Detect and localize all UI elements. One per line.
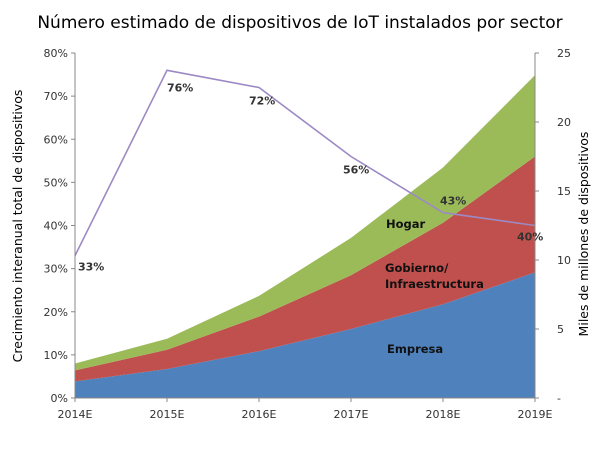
y-right-tick-label: 15	[557, 185, 571, 198]
stacked-areas	[75, 75, 535, 398]
axes: 0% 10% 20% 30% 40% 50% 60% 70% 80% - 5 10 15 20 25 2014…	[44, 47, 571, 421]
x-tick-label: 2015E	[150, 408, 185, 421]
growth-line-layer	[74, 69, 536, 257]
growth-point-label: 56%	[343, 164, 369, 177]
x-tick-label: 2014E	[58, 408, 93, 421]
y-left-axis-label: Crecimiento interanual total de disposit…	[10, 90, 25, 363]
y-left-tick-label: 0%	[51, 392, 68, 405]
y-left-tick-label: 60%	[44, 133, 68, 146]
area-label-hogar: Hogar	[386, 217, 426, 231]
growth-point-label: 72%	[249, 95, 275, 108]
area-label-infraestructura: Infraestructura	[385, 277, 484, 291]
growth-point-label: 40%	[517, 231, 543, 244]
x-tick-label: 2019E	[518, 408, 553, 421]
area-label-empresa: Empresa	[387, 342, 443, 356]
y-right-tick-label: 5	[557, 323, 564, 336]
growth-point-label: 33%	[78, 261, 104, 274]
y-left-tick-label: 20%	[44, 306, 68, 319]
y-left-tick-label: 70%	[44, 90, 68, 103]
y-left-tick-label: 50%	[44, 176, 68, 189]
x-tick-label: 2016E	[242, 408, 277, 421]
y-right-axis-label: Miles de millones de dispositivos	[576, 132, 591, 337]
growth-point-label: 43%	[440, 195, 466, 208]
area-series-1	[75, 156, 535, 382]
y-right-tick-label: -	[557, 392, 561, 405]
x-tick-label: 2017E	[334, 408, 369, 421]
y-left-tick-label: 80%	[44, 47, 68, 60]
growth-point-label: 76%	[167, 81, 193, 94]
y-right-tick-label: 20	[557, 116, 571, 129]
chart-title: Número estimado de dispositivos de IoT i…	[37, 13, 562, 33]
y-left-tick-label: 10%	[44, 349, 68, 362]
area-series-0	[75, 272, 535, 398]
y-right-tick-label: 10	[557, 254, 571, 267]
y-right-tick-label: 25	[557, 47, 571, 60]
y-left-tick-label: 30%	[44, 263, 68, 276]
growth-line	[74, 69, 536, 257]
y-left-tick-label: 40%	[44, 220, 68, 233]
area-label-gobierno: Gobierno/	[385, 261, 449, 275]
x-tick-label: 2018E	[426, 408, 461, 421]
labels: 33% 76% 72% 56% 43% 40% Empresa Gobierno/Infrae…	[78, 81, 543, 356]
